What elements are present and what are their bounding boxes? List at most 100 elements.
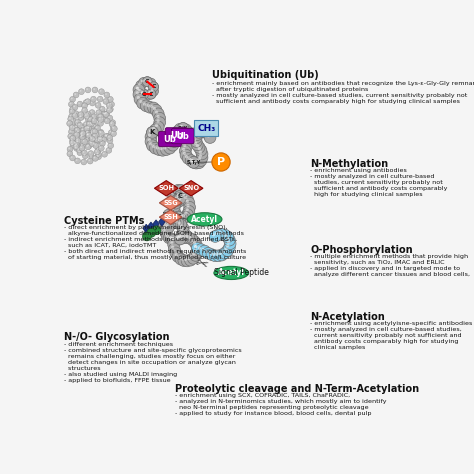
Circle shape bbox=[110, 120, 116, 126]
Circle shape bbox=[173, 199, 176, 202]
Circle shape bbox=[82, 150, 87, 156]
Circle shape bbox=[182, 152, 186, 155]
Circle shape bbox=[148, 86, 158, 96]
Circle shape bbox=[110, 131, 117, 137]
Circle shape bbox=[108, 96, 113, 102]
Circle shape bbox=[97, 104, 98, 105]
Circle shape bbox=[71, 110, 72, 112]
Circle shape bbox=[109, 98, 110, 100]
Circle shape bbox=[75, 143, 77, 144]
Circle shape bbox=[180, 124, 192, 136]
Circle shape bbox=[185, 155, 197, 166]
Circle shape bbox=[183, 197, 195, 209]
Circle shape bbox=[86, 143, 92, 149]
Circle shape bbox=[109, 101, 114, 107]
Circle shape bbox=[75, 119, 81, 125]
Circle shape bbox=[164, 232, 167, 236]
Circle shape bbox=[79, 145, 85, 151]
Circle shape bbox=[81, 135, 82, 137]
Circle shape bbox=[177, 236, 180, 239]
Circle shape bbox=[82, 153, 88, 159]
Circle shape bbox=[106, 107, 112, 113]
Circle shape bbox=[168, 189, 178, 200]
Circle shape bbox=[110, 125, 116, 131]
Circle shape bbox=[79, 116, 81, 118]
Circle shape bbox=[146, 78, 156, 88]
Circle shape bbox=[84, 101, 86, 102]
Circle shape bbox=[85, 87, 91, 93]
Circle shape bbox=[96, 138, 97, 140]
Circle shape bbox=[100, 108, 102, 109]
Circle shape bbox=[89, 135, 94, 140]
Polygon shape bbox=[159, 218, 165, 226]
Circle shape bbox=[215, 253, 219, 256]
Circle shape bbox=[92, 115, 94, 117]
Circle shape bbox=[196, 129, 199, 132]
Circle shape bbox=[224, 238, 236, 250]
Circle shape bbox=[180, 125, 183, 128]
Circle shape bbox=[156, 115, 160, 118]
Circle shape bbox=[156, 146, 159, 150]
Circle shape bbox=[165, 211, 168, 215]
Circle shape bbox=[104, 92, 110, 98]
Circle shape bbox=[88, 117, 93, 122]
Circle shape bbox=[153, 121, 164, 133]
Circle shape bbox=[105, 119, 107, 121]
Text: C: C bbox=[151, 84, 156, 89]
Circle shape bbox=[70, 130, 72, 132]
Circle shape bbox=[194, 245, 197, 248]
Circle shape bbox=[100, 146, 101, 148]
Circle shape bbox=[195, 145, 207, 156]
Circle shape bbox=[70, 96, 75, 102]
Circle shape bbox=[198, 126, 210, 137]
Circle shape bbox=[139, 89, 149, 99]
Circle shape bbox=[94, 125, 96, 127]
Circle shape bbox=[170, 132, 181, 144]
Circle shape bbox=[175, 187, 178, 190]
Circle shape bbox=[109, 139, 110, 141]
Circle shape bbox=[80, 131, 86, 137]
Circle shape bbox=[67, 120, 73, 127]
Circle shape bbox=[73, 92, 79, 98]
Circle shape bbox=[81, 159, 87, 165]
Circle shape bbox=[191, 159, 194, 163]
Circle shape bbox=[219, 252, 222, 255]
Circle shape bbox=[224, 242, 235, 253]
Circle shape bbox=[204, 132, 216, 143]
Circle shape bbox=[75, 128, 77, 130]
Circle shape bbox=[167, 217, 171, 219]
Circle shape bbox=[222, 245, 233, 256]
Circle shape bbox=[143, 232, 151, 241]
Circle shape bbox=[191, 129, 203, 140]
Circle shape bbox=[76, 139, 78, 141]
Circle shape bbox=[166, 217, 178, 229]
Circle shape bbox=[173, 197, 184, 208]
Circle shape bbox=[155, 124, 158, 127]
Circle shape bbox=[170, 241, 173, 245]
Circle shape bbox=[84, 123, 86, 124]
Circle shape bbox=[143, 102, 146, 106]
Circle shape bbox=[83, 111, 89, 117]
Circle shape bbox=[182, 234, 186, 237]
Circle shape bbox=[160, 223, 172, 234]
Circle shape bbox=[78, 148, 79, 150]
Circle shape bbox=[182, 209, 193, 220]
Circle shape bbox=[84, 126, 90, 131]
Circle shape bbox=[172, 237, 175, 240]
Circle shape bbox=[82, 160, 84, 162]
Polygon shape bbox=[153, 220, 159, 228]
Circle shape bbox=[111, 126, 117, 132]
Circle shape bbox=[96, 147, 101, 153]
Circle shape bbox=[93, 117, 95, 118]
Circle shape bbox=[148, 138, 151, 142]
Circle shape bbox=[107, 149, 109, 150]
Text: Signal Peptide: Signal Peptide bbox=[214, 268, 269, 277]
Circle shape bbox=[97, 136, 103, 142]
Circle shape bbox=[104, 111, 110, 117]
Circle shape bbox=[157, 145, 168, 156]
Circle shape bbox=[82, 138, 87, 145]
Circle shape bbox=[171, 197, 182, 208]
Circle shape bbox=[87, 125, 92, 131]
Circle shape bbox=[86, 132, 88, 134]
Circle shape bbox=[187, 257, 191, 260]
